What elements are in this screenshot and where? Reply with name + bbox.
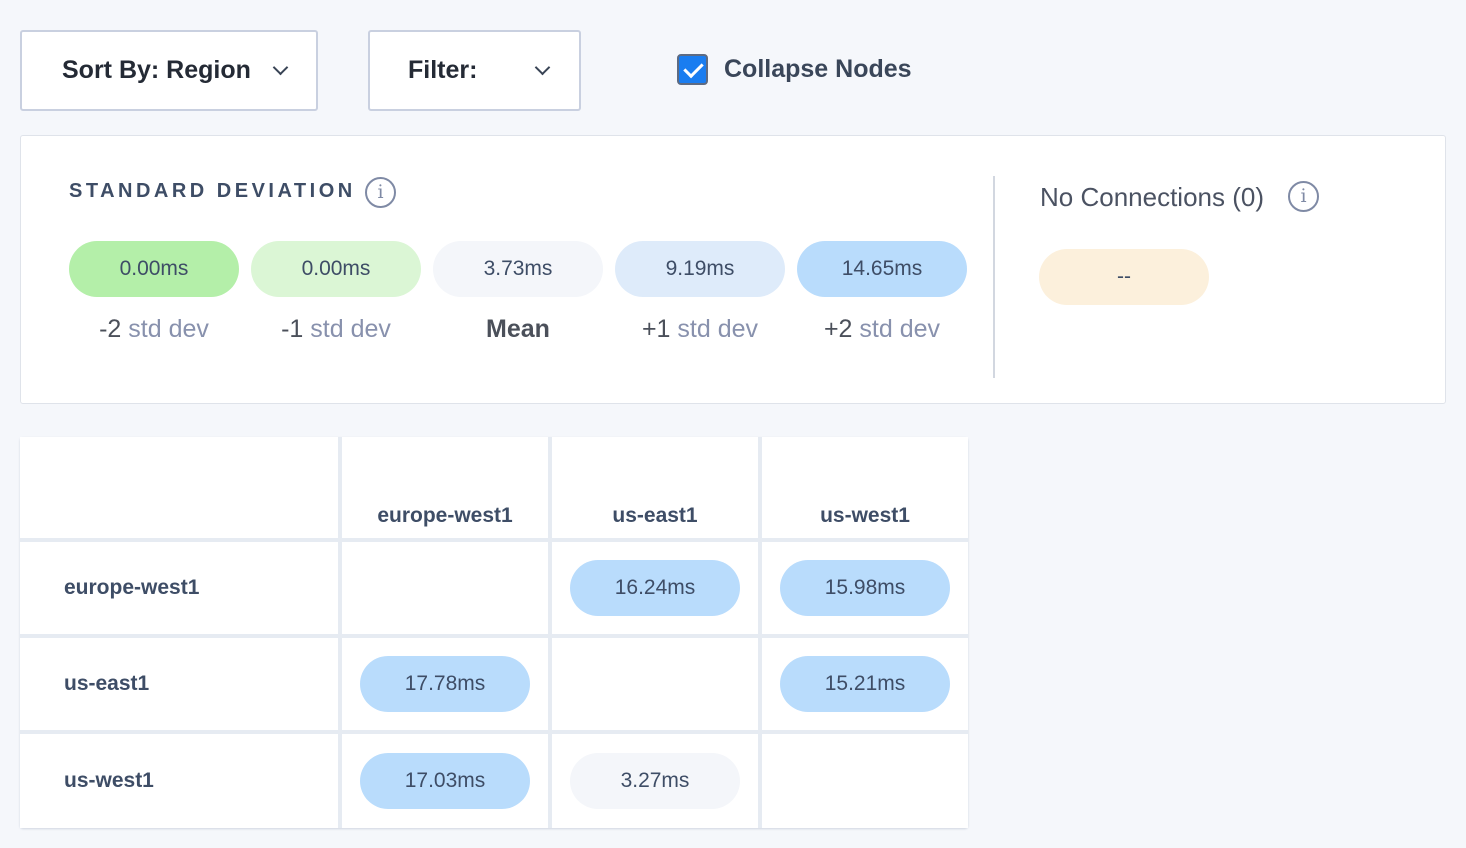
chevron-down-icon	[272, 59, 289, 76]
matrix-cell	[552, 638, 758, 730]
std-label: -1 std dev	[251, 315, 421, 344]
matrix-cell	[762, 734, 968, 828]
std-label-prefix: +2	[823, 315, 853, 343]
std-label-suffix: std dev	[852, 315, 941, 343]
latency-pill: 17.03ms	[360, 753, 530, 809]
latency-matrix: europe-west1 us-east1 us-west1 europe-west1…	[20, 437, 968, 828]
std-pill: 0.00ms	[251, 241, 421, 297]
std-label-suffix: std dev	[670, 315, 759, 343]
collapse-nodes-label[interactable]: Collapse Nodes	[724, 55, 912, 83]
latency-pill: 15.21ms	[780, 656, 950, 712]
std-pill: 3.73ms	[433, 241, 603, 297]
column-header: us-west1	[762, 437, 968, 538]
std-label: Mean	[433, 315, 603, 344]
std-label-prefix: +1	[641, 315, 671, 343]
chevron-down-icon	[534, 59, 551, 76]
row-header: us-east1	[20, 638, 338, 730]
std-label-prefix: Mean	[486, 315, 550, 343]
std-pill: 9.19ms	[615, 241, 785, 297]
info-icon[interactable]: i	[1288, 181, 1319, 212]
std-label: +1 std dev	[615, 315, 785, 344]
latency-pill: 17.78ms	[360, 656, 530, 712]
std-label-suffix: std dev	[303, 315, 391, 343]
std-label-prefix: -2	[99, 315, 122, 343]
std-label-suffix: std dev	[121, 315, 209, 343]
column-header: europe-west1	[342, 437, 548, 538]
filter-label: Filter:	[408, 56, 478, 84]
divider	[993, 176, 995, 378]
standard-deviation-title: STANDARD DEVIATION	[69, 180, 356, 202]
filter-dropdown[interactable]: Filter:	[368, 30, 581, 111]
matrix-cell: 3.27ms	[552, 734, 758, 828]
matrix-cell: 15.21ms	[762, 638, 968, 730]
info-icon[interactable]: i	[365, 177, 396, 208]
latency-pill: 16.24ms	[570, 560, 740, 616]
collapse-nodes-checkbox[interactable]	[677, 54, 708, 85]
sort-by-dropdown[interactable]: Sort By: Region	[20, 30, 318, 111]
column-header: us-east1	[552, 437, 758, 538]
matrix-cell: 17.78ms	[342, 638, 548, 730]
corner-cell	[20, 437, 338, 538]
no-connections-title: No Connections (0)	[1040, 182, 1264, 212]
row-header: europe-west1	[20, 542, 338, 634]
std-label: +2 std dev	[797, 315, 967, 344]
latency-pill: 3.27ms	[570, 753, 740, 809]
legend-card: STANDARD DEVIATION i 0.00ms -2 std dev 0.0…	[20, 135, 1446, 404]
matrix-cell: 15.98ms	[762, 542, 968, 634]
matrix-cell: 17.03ms	[342, 734, 548, 828]
std-label-prefix: -1	[281, 315, 304, 343]
no-connections-pill: --	[1039, 249, 1209, 305]
matrix-cell	[342, 542, 548, 634]
sort-label: Sort By: Region	[62, 56, 251, 84]
std-label: -2 std dev	[69, 315, 239, 344]
matrix-cell: 16.24ms	[552, 542, 758, 634]
latency-pill: 15.98ms	[780, 560, 950, 616]
std-pill: 0.00ms	[69, 241, 239, 297]
std-pill: 14.65ms	[797, 241, 967, 297]
row-header: us-west1	[20, 734, 338, 828]
